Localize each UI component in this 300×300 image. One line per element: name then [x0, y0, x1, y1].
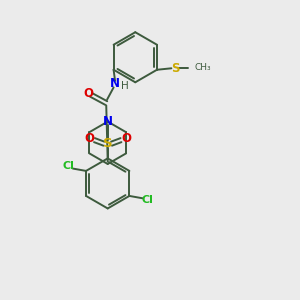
Text: CH₃: CH₃ [195, 63, 211, 72]
Text: O: O [121, 132, 131, 145]
Text: Cl: Cl [141, 195, 153, 205]
Text: S: S [103, 137, 112, 150]
Text: N: N [103, 115, 113, 128]
Text: S: S [171, 62, 179, 75]
Text: Cl: Cl [62, 161, 74, 172]
Text: N: N [110, 77, 120, 90]
Text: O: O [83, 87, 93, 100]
Text: O: O [84, 132, 94, 145]
Text: H: H [121, 81, 128, 91]
